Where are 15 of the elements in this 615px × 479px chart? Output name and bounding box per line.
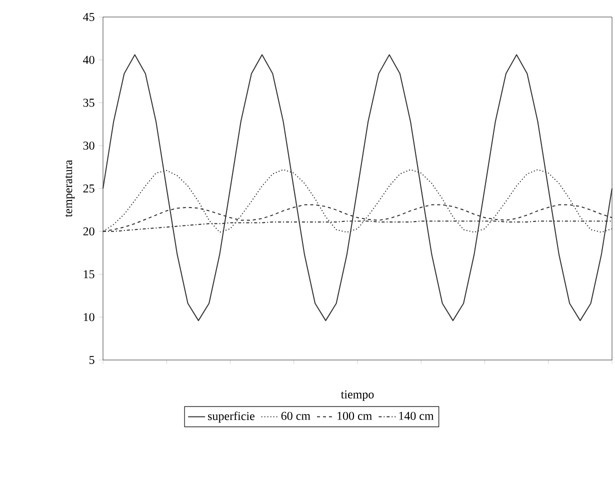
y-tick-label: 30 bbox=[83, 142, 94, 150]
y-tick-label: 20 bbox=[83, 227, 94, 236]
y-tick-label: 15 bbox=[84, 270, 94, 278]
y-tick-label: 35 bbox=[83, 98, 94, 107]
y-tick-label: 5 bbox=[90, 356, 94, 364]
y-tick-label: 25 bbox=[83, 184, 94, 193]
y-tick-label: 40 bbox=[83, 56, 94, 64]
x-axis-title: tiempo bbox=[340, 390, 374, 401]
legend-label: superficie bbox=[208, 412, 254, 423]
y-axis-title: temperatura bbox=[65, 160, 75, 218]
y-tick-label: 45 bbox=[83, 12, 94, 22]
legend-label: 140 cm bbox=[399, 412, 434, 420]
y-tick-label: 10 bbox=[84, 313, 94, 322]
legend-label: 100 cm bbox=[338, 412, 372, 420]
legend-label: 60 cm bbox=[281, 412, 310, 420]
